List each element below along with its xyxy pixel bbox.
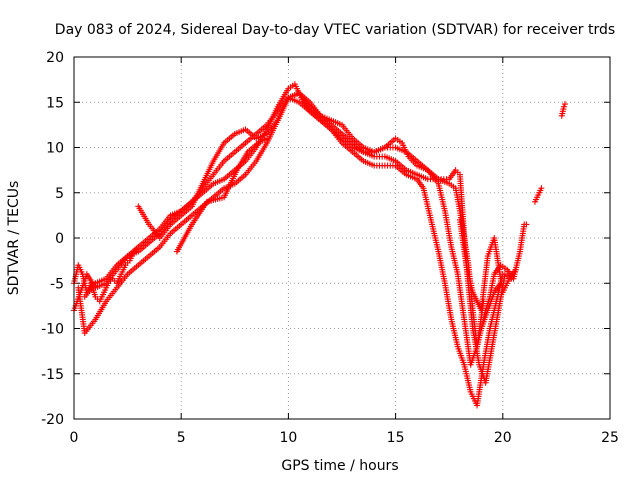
y-tick-label: -15 <box>41 367 64 383</box>
data-point <box>523 221 530 228</box>
x-tick-label: 25 <box>601 430 619 446</box>
x-tick-label: 0 <box>70 430 79 446</box>
y-tick-label: -5 <box>50 276 64 292</box>
data-point <box>560 103 567 110</box>
x-tick-labels: 0 5 10 15 20 25 <box>70 430 619 446</box>
data-point <box>538 185 545 192</box>
y-tick-label: 15 <box>46 95 64 111</box>
y-tick-label: 20 <box>46 50 64 66</box>
y-tick-label: 5 <box>55 186 64 202</box>
x-axis-label: GPS time / hours <box>281 458 398 474</box>
y-tick-label: 0 <box>55 231 64 247</box>
y-axis-label: SDTVAR / TECUs <box>6 181 22 296</box>
y-tick-label: -20 <box>41 412 64 428</box>
grid <box>74 57 610 419</box>
y-tick-labels: -20 -15 -10 -5 0 5 10 15 20 <box>41 50 64 428</box>
y-tick-label: 10 <box>46 141 64 157</box>
x-tick-label: 20 <box>494 430 512 446</box>
x-tick-label: 15 <box>387 430 405 446</box>
y-tick-label: -10 <box>41 322 64 338</box>
chart-title: Day 083 of 2024, Sidereal Day-to-day VTE… <box>55 22 615 38</box>
x-tick-label: 5 <box>177 430 186 446</box>
data-point <box>263 135 270 142</box>
data-point <box>135 244 142 251</box>
x-tick-label: 10 <box>279 430 297 446</box>
data-point <box>561 101 568 108</box>
plot-frame <box>73 56 611 420</box>
data-points <box>71 81 568 409</box>
